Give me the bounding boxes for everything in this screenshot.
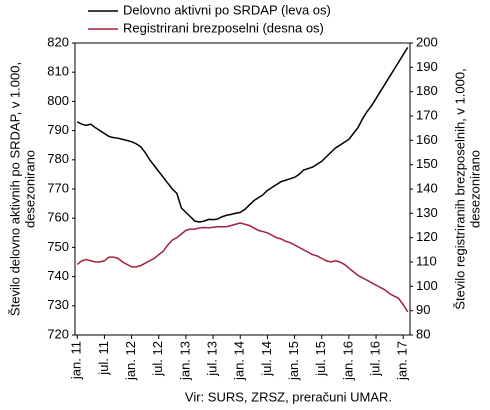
legend-label: Registrirani brezposelni (desna os) [123, 20, 324, 35]
x-tick-label: jul. 12 [150, 341, 165, 377]
series-line [76, 222, 409, 313]
x-tick-label: jan. 17 [395, 341, 410, 381]
y2-tick-label: 140 [416, 180, 438, 195]
y-tick-label: 810 [47, 64, 69, 79]
x-tick-label: jul. 15 [313, 341, 328, 377]
source-note: Vir: SURS, ZRSZ, preračuni UMAR. [185, 389, 392, 404]
x-tick-label: jan. 15 [286, 341, 301, 381]
y-tick-label: 790 [47, 122, 69, 137]
x-tick-label: jan. 14 [232, 341, 247, 381]
x-tick-label: jul. 11 [96, 341, 111, 376]
y2-tick-label: 90 [416, 302, 430, 317]
y2-tick-label: 200 [416, 34, 438, 49]
x-tick-label: jan. 13 [177, 341, 192, 381]
y-tick-label: 780 [47, 151, 69, 166]
series-line [76, 46, 409, 223]
y-tick-label: 740 [47, 268, 69, 283]
y2-tick-label: 150 [416, 156, 438, 171]
y2-tick-label: 180 [416, 83, 438, 98]
x-tick-label: jan. 16 [340, 341, 355, 381]
y-tick-label: 730 [47, 297, 69, 312]
y-tick-label: 750 [47, 239, 69, 254]
x-tick-label: jan. 11 [69, 341, 84, 380]
y-tick-label: 820 [47, 34, 69, 49]
y2-tick-label: 120 [416, 229, 438, 244]
y-tick-label: 720 [47, 326, 69, 341]
plot-frame [74, 42, 411, 336]
y2-tick-label: 130 [416, 205, 438, 220]
y-tick-label: 800 [47, 93, 69, 108]
y2-tick-label: 80 [416, 326, 430, 341]
y2-tick-label: 110 [416, 253, 437, 268]
x-tick-label: jul. 13 [205, 341, 220, 377]
y2-tick-label: 190 [416, 59, 438, 74]
y2-tick-label: 170 [416, 107, 438, 122]
y-axis-label: desezonirano [22, 150, 37, 228]
y2-axis-label: Število registriranih brezposelnih, v 1.… [452, 68, 467, 309]
x-tick-label: jan. 12 [123, 341, 138, 381]
y-tick-label: 760 [47, 210, 69, 225]
y2-tick-label: 100 [416, 278, 438, 293]
y-tick-label: 770 [47, 180, 69, 195]
y2-tick-label: 160 [416, 132, 438, 147]
y-axis-label: Število delovno aktivnih po SRDAP, v 1.0… [7, 62, 22, 316]
legend-label: Delovno aktivni po SRDAP (leva os) [123, 2, 331, 17]
x-tick-label: jul. 16 [367, 341, 382, 377]
x-tick-label: jul. 14 [259, 341, 274, 377]
y2-axis-label: desezonirano [467, 150, 482, 228]
